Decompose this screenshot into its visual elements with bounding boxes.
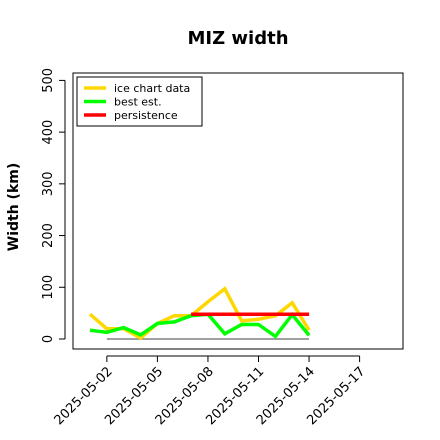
y-tick-label: 0	[41, 335, 56, 343]
y-tick-label: 400	[41, 120, 56, 145]
series-line-best-est	[89, 311, 311, 339]
plot-frame	[72, 72, 404, 350]
y-tick-label: 200	[41, 223, 56, 248]
y-axis-label: Width (km)	[6, 163, 22, 252]
y-tick-label: 500	[41, 68, 56, 93]
legend-label-persistence: persistence	[114, 109, 178, 122]
y-tick-label: 100	[41, 275, 56, 300]
legend-label-best-est: best est.	[114, 96, 162, 109]
chart-title: MIZ width	[187, 28, 288, 49]
legend-label-ice-chart-data: ice chart data	[114, 82, 190, 95]
y-tick-label: 300	[41, 171, 56, 196]
x-axis: 2025-05-022025-05-052025-05-082025-05-11…	[52, 355, 368, 428]
plot-area	[88, 286, 311, 341]
y-axis: 0 100 200 300 400 500	[41, 68, 66, 343]
